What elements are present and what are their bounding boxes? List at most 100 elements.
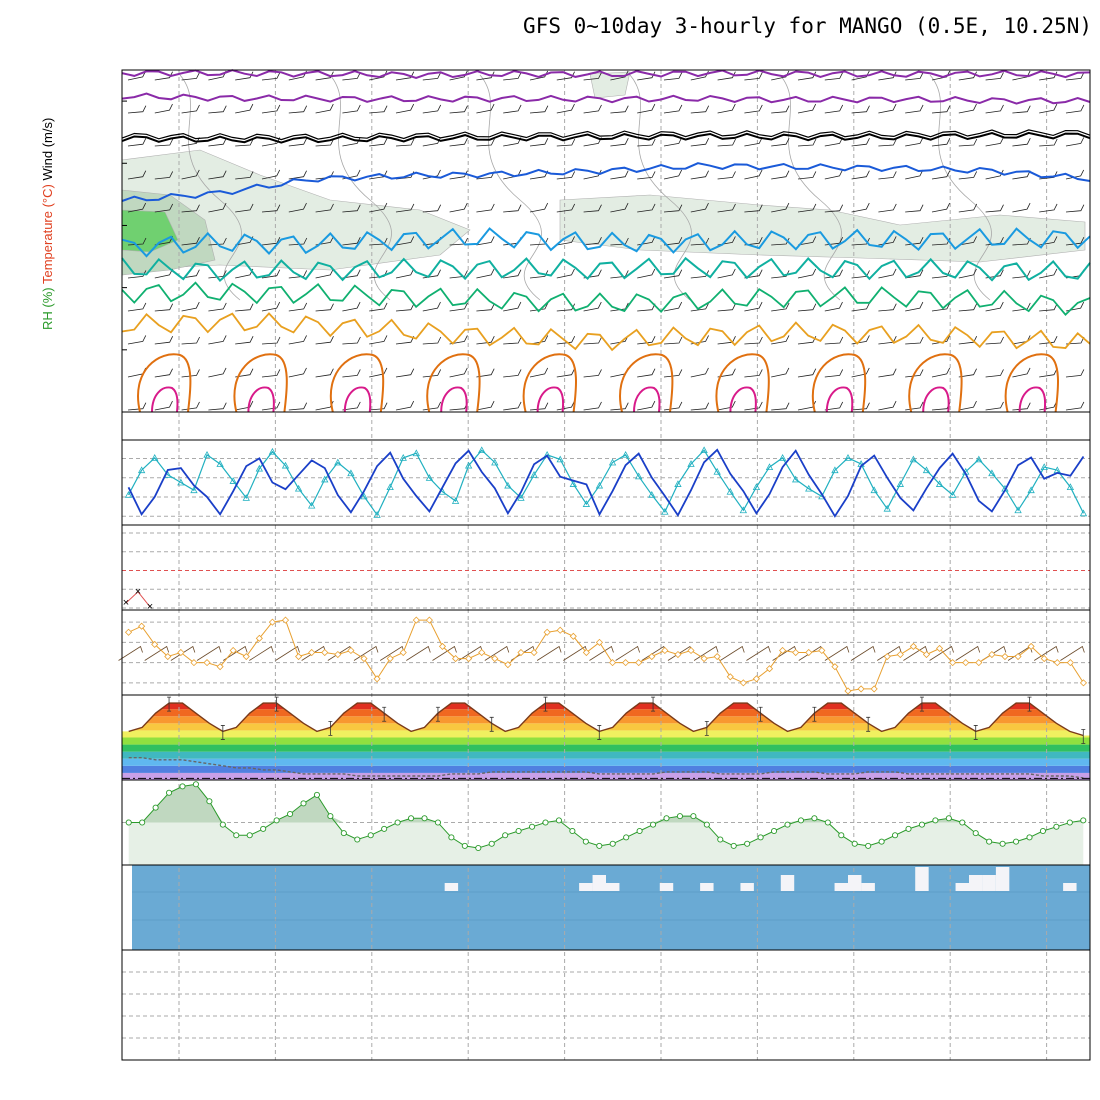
- wind-barb: [476, 303, 495, 312]
- thickness-marker: [805, 484, 813, 492]
- wind-speed-marker: [308, 648, 316, 657]
- wind-barb: [717, 368, 736, 378]
- wind-barb: [663, 301, 683, 312]
- wind-barb: [797, 368, 817, 378]
- wind-barb: [717, 303, 736, 312]
- wind-speed-marker: [752, 675, 760, 683]
- wind-barb: [208, 202, 227, 213]
- wind-barb: [208, 367, 227, 378]
- wind-barb: [1012, 105, 1031, 114]
- wind-speed-marker: [635, 659, 643, 667]
- wind-barb: [503, 401, 522, 411]
- slp-line: [127, 448, 1085, 518]
- wind-speed-marker: [295, 652, 303, 661]
- temp-minmax-bar: [597, 725, 602, 740]
- isotherm-lobe-inner: [536, 386, 565, 413]
- wind-barb: [449, 270, 468, 279]
- wind-barb: [261, 301, 281, 312]
- wind-barb: [395, 71, 415, 81]
- wind-speed-marker: [569, 632, 577, 640]
- rh-marker: [569, 827, 576, 835]
- rh-shading: [589, 71, 631, 99]
- wind-barb: [476, 203, 495, 213]
- wind-barb: [127, 402, 147, 411]
- wind-barb: [797, 71, 817, 81]
- rh-marker: [757, 834, 764, 841]
- upper-ylabel-part: Temperature (°C): [40, 184, 55, 284]
- wind-barb: [985, 169, 1004, 180]
- wind-barb: [771, 138, 790, 147]
- wind-barb: [797, 303, 817, 312]
- wind-barb: [422, 401, 442, 411]
- wind-barb: [369, 402, 388, 411]
- wind-speed-marker: [1079, 679, 1088, 687]
- wind-barb: [851, 138, 870, 147]
- wind-barb: [1012, 138, 1031, 147]
- thickness-marker: [661, 507, 669, 515]
- wind-barb: [931, 170, 951, 180]
- wind-barb: [181, 369, 200, 378]
- thickness-marker: [321, 475, 329, 483]
- rh-marker: [434, 819, 441, 826]
- wind-speed-marker: [700, 655, 708, 663]
- wind-speed-marker: [438, 642, 447, 650]
- wind-barb: [663, 137, 683, 147]
- thickness-marker: [883, 504, 891, 512]
- thickness-marker: [137, 466, 146, 474]
- temp-minmax-bar: [758, 706, 763, 722]
- wind-barb: [288, 170, 307, 180]
- wind-barb: [663, 72, 683, 81]
- wind-barb: [235, 336, 254, 345]
- rh-marker: [676, 813, 683, 820]
- rh-marker: [582, 838, 589, 845]
- rh-marker: [166, 789, 173, 796]
- wind-barb-10m: [641, 645, 667, 661]
- wind-barb: [797, 171, 817, 180]
- high-cloud-bar: [700, 883, 714, 891]
- wind-barb: [610, 138, 629, 147]
- wind-barb: [181, 137, 200, 147]
- wind-barb: [958, 103, 977, 114]
- wind-barb: [476, 236, 495, 246]
- wind-barb: [181, 169, 200, 180]
- panel-frame: [121, 439, 1091, 526]
- rh-marker: [233, 832, 240, 839]
- wind-speed-line: [128, 619, 1084, 692]
- wind-barb-10m: [615, 645, 641, 661]
- wind-barb: [395, 268, 415, 279]
- wind-barb: [985, 204, 1004, 213]
- wind-barb: [315, 71, 334, 81]
- wind-barb: [958, 203, 978, 213]
- wind-speed-marker: [936, 644, 944, 653]
- rh-marker: [609, 840, 616, 847]
- isotherm-lobe: [619, 353, 674, 413]
- wind-barb: [583, 204, 602, 213]
- rh-marker: [340, 830, 347, 837]
- wind-barb: [1039, 138, 1058, 147]
- wind-speed-marker: [661, 646, 669, 655]
- wind-speed-marker: [595, 638, 604, 646]
- rh-marker: [596, 842, 603, 849]
- wind-barb: [985, 369, 1004, 378]
- rh-marker: [152, 804, 159, 811]
- thickness-marker: [948, 490, 957, 498]
- wind-speed-marker: [739, 679, 747, 687]
- thickness-marker: [778, 454, 787, 461]
- isotherm-lobe-inner: [633, 386, 661, 413]
- wind-barb: [449, 170, 468, 180]
- wind-barb: [610, 105, 629, 114]
- wind-barb: [235, 71, 254, 81]
- wind-barb: [449, 367, 468, 378]
- rh-marker: [744, 840, 751, 847]
- wind-barb: [288, 402, 308, 411]
- rh-marker: [905, 825, 912, 832]
- wind-barb: [1039, 171, 1058, 180]
- wind-speed-marker: [412, 616, 420, 624]
- high-cloud-bar: [740, 883, 754, 891]
- thickness-marker: [1014, 506, 1022, 514]
- wind-barb: [315, 171, 334, 180]
- temp-minmax-bar: [489, 716, 494, 732]
- wind-speed-marker: [465, 655, 473, 663]
- high-cloud-bar: [982, 875, 996, 891]
- wind-barb: [422, 336, 442, 345]
